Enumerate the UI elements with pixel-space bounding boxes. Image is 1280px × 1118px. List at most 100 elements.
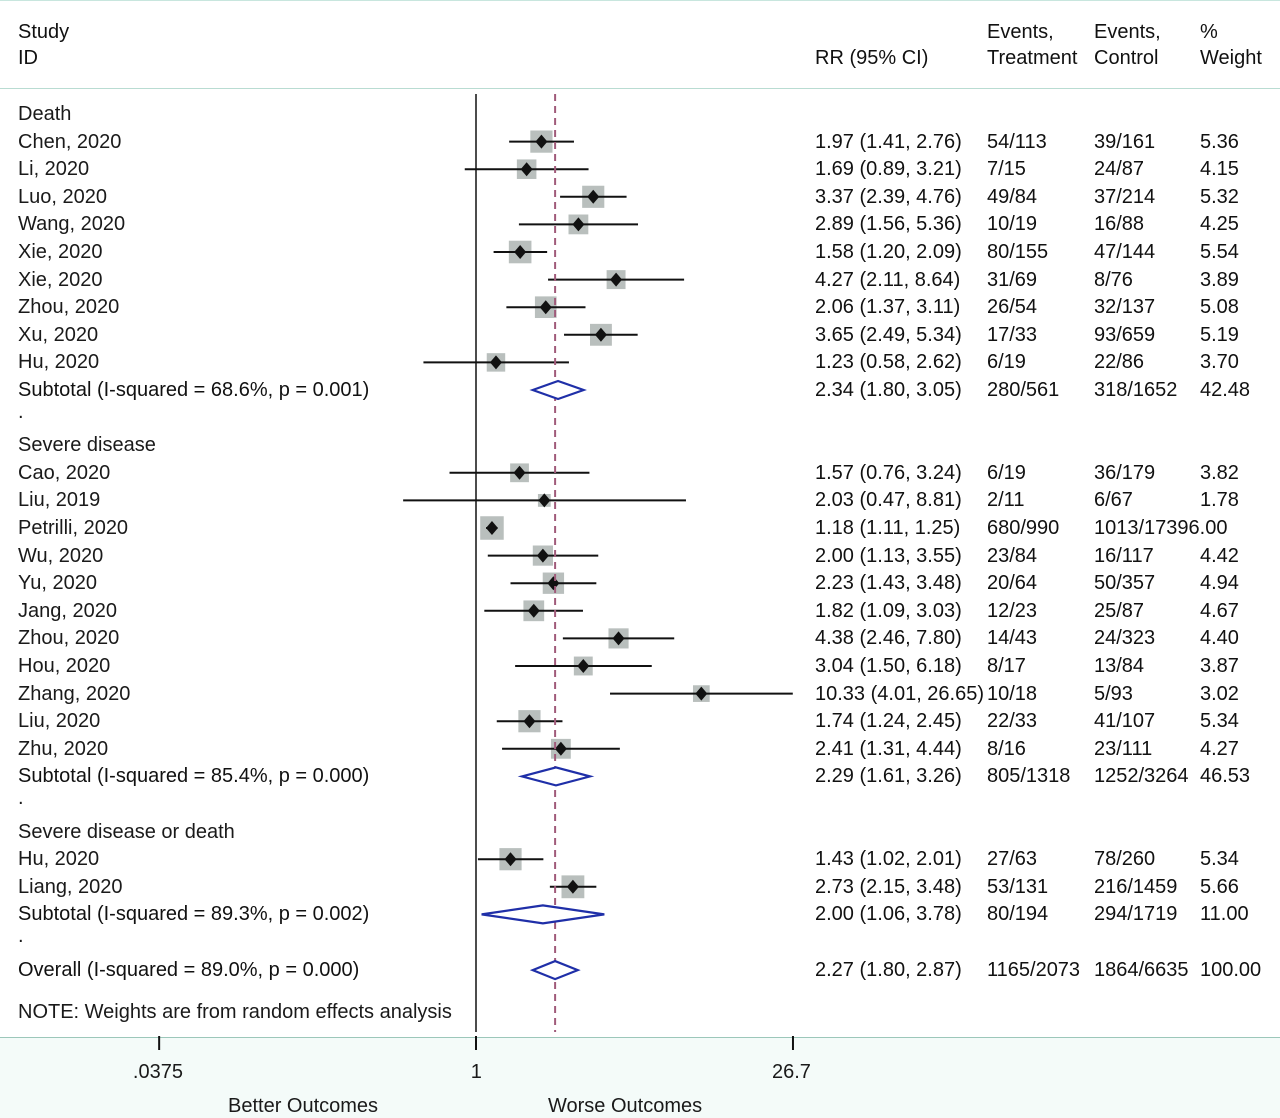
overall-weight: 100.00 <box>1200 959 1262 982</box>
point-estimate-marker <box>514 245 527 259</box>
study-label: Zhu, 2020 <box>18 737 109 760</box>
study-events-control: 32/137 <box>1094 296 1156 319</box>
study-events-treatment: 49/84 <box>987 185 1038 208</box>
subtotal-weight: 11.00 <box>1200 903 1249 926</box>
study-events-control: 8/76 <box>1094 268 1133 291</box>
study-events-control: 39/161 <box>1094 130 1156 153</box>
study-weight: 4.94 <box>1200 572 1239 595</box>
direction-label-left: Better Outcomes <box>228 1095 379 1117</box>
study-label: Zhang, 2020 <box>18 682 131 705</box>
study-events-treatment: 6/19 <box>987 351 1026 374</box>
study-events-control: 93/659 <box>1094 323 1156 346</box>
study-events-treatment: 26/54 <box>987 296 1038 319</box>
study-events-treatment: 27/63 <box>987 848 1038 871</box>
study-events-treatment: 17/33 <box>987 323 1038 346</box>
subtotal-weight: 42.48 <box>1200 379 1251 401</box>
study-weight: 5.19 <box>1200 323 1239 346</box>
study-ci-text: 2.03 (0.47, 8.81) <box>815 489 962 512</box>
study-events-control: 50/357 <box>1094 572 1156 595</box>
study-events-treatment: 20/64 <box>987 572 1038 595</box>
study-weight: 5.32 <box>1200 185 1239 208</box>
study-events-control: 36/179 <box>1094 461 1156 484</box>
study-label: Xie, 2020 <box>18 241 103 263</box>
x-tick-label: 26.7 <box>771 1061 811 1083</box>
study-label: Hu, 2020 <box>18 351 100 374</box>
study-label: Chen, 2020 <box>18 130 122 153</box>
subtotal-events-treatment: 280/561 <box>987 379 1060 401</box>
study-events-treatment: 8/16 <box>987 737 1026 760</box>
forest-plot-panel <box>0 0 1280 1038</box>
study-events-treatment: 22/33 <box>987 710 1038 733</box>
study-label: Yu, 2020 <box>18 572 97 595</box>
study-weight: 3.70 <box>1200 351 1239 374</box>
study-events-control: 5/93 <box>1094 682 1133 705</box>
subtotal-diamond <box>517 766 595 787</box>
study-weight: 5.08 <box>1200 296 1239 319</box>
study-events-treatment: 680/990 <box>987 517 1060 539</box>
study-events-control: 23/111 <box>1094 737 1153 760</box>
point-estimate-marker <box>538 493 551 508</box>
study-events-treatment: 53/131 <box>987 875 1049 898</box>
study-weight: 4.25 <box>1200 213 1239 236</box>
point-estimate-marker <box>587 189 600 204</box>
study-label: Cao, 2020 <box>18 461 111 484</box>
overall-diamond <box>529 959 581 981</box>
study-events-control: 16/88 <box>1094 213 1145 236</box>
study-ci-text: 3.65 (2.49, 5.34) <box>815 323 962 346</box>
study-label: Zhou, 2020 <box>18 627 120 650</box>
point-estimate-marker <box>566 879 579 894</box>
subtotal-ci-text: 2.00 (1.06, 3.78) <box>815 903 962 926</box>
study-ci-text: 1.18 (1.11, 1.25) <box>815 517 961 539</box>
study-weight: 3.82 <box>1200 461 1239 484</box>
point-estimate-marker <box>539 300 552 315</box>
header-events-control-1: Events, <box>1094 21 1161 43</box>
group-spacer-dot: . <box>18 787 24 809</box>
study-ci-text: 2.06 (1.37, 3.11) <box>815 296 961 319</box>
point-estimate-marker <box>485 521 498 535</box>
subtotal-diamond <box>529 379 587 401</box>
header-weight-2: Weight <box>1200 47 1262 69</box>
point-estimate-marker <box>547 576 560 591</box>
study-events-treatment: 6/19 <box>987 461 1026 484</box>
study-ci-text: 1.74 (1.24, 2.45) <box>815 710 962 733</box>
point-estimate-marker <box>612 631 625 646</box>
study-events-treatment: 31/69 <box>987 268 1038 291</box>
point-estimate-marker <box>513 465 526 480</box>
study-weight: 5.66 <box>1200 875 1239 898</box>
point-estimate-marker <box>504 852 517 867</box>
study-weight: 3.89 <box>1200 268 1239 291</box>
study-weight: 4.27 <box>1200 737 1239 760</box>
study-events-control: 13/84 <box>1094 655 1145 677</box>
study-ci-text: 1.82 (1.09, 3.03) <box>815 599 962 622</box>
study-events-treatment: 2/11 <box>987 489 1025 512</box>
study-events-control: 6/67 <box>1094 489 1133 512</box>
subtotal-label: Subtotal (I-squared = 68.6%, p = 0.001) <box>18 379 370 401</box>
study-label: Petrilli, 2020 <box>18 517 129 539</box>
study-weight: 5.34 <box>1200 710 1239 733</box>
point-estimate-marker <box>610 272 623 287</box>
study-weight: 3.02 <box>1200 682 1239 705</box>
study-ci-text: 3.37 (2.39, 4.76) <box>815 185 962 208</box>
point-estimate-marker <box>577 659 590 673</box>
point-estimate-marker <box>695 686 708 701</box>
study-events-treatment: 14/43 <box>987 627 1038 650</box>
subtotal-events-control: 294/1719 <box>1094 903 1178 926</box>
study-events-control: 41/107 <box>1094 710 1156 733</box>
study-label: Hu, 2020 <box>18 848 100 871</box>
study-events-control: 1013/17396.00 <box>1094 517 1228 539</box>
study-label: Liang, 2020 <box>18 875 123 898</box>
point-estimate-marker <box>520 162 533 177</box>
study-ci-text: 1.43 (1.02, 2.01) <box>815 848 962 871</box>
study-ci-text: 1.58 (1.20, 2.09) <box>815 241 962 263</box>
study-label: Luo, 2020 <box>18 185 107 208</box>
study-events-treatment: 10/18 <box>987 682 1038 705</box>
overall-ci-text: 2.27 (1.80, 2.87) <box>815 959 962 982</box>
group-spacer-dot: . <box>18 925 24 947</box>
study-label: Wang, 2020 <box>18 213 126 236</box>
study-weight: 4.15 <box>1200 158 1239 181</box>
study-events-control: 24/87 <box>1094 158 1145 181</box>
subtotal-label: Subtotal (I-squared = 85.4%, p = 0.000) <box>18 765 370 788</box>
group-label: Death <box>18 103 72 125</box>
subtotal-events-control: 318/1652 <box>1094 379 1178 401</box>
subtotal-label: Subtotal (I-squared = 89.3%, p = 0.002) <box>18 903 370 926</box>
